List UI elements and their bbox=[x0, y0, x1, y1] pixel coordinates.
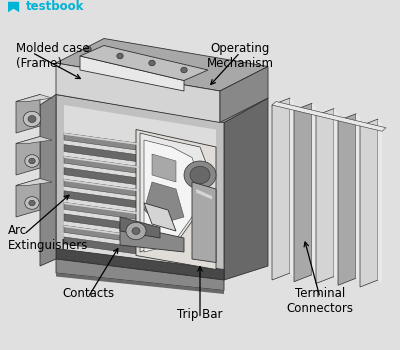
Polygon shape bbox=[56, 70, 268, 122]
Polygon shape bbox=[356, 114, 360, 282]
Polygon shape bbox=[80, 46, 208, 80]
Circle shape bbox=[23, 111, 41, 127]
Polygon shape bbox=[192, 182, 216, 262]
Polygon shape bbox=[56, 248, 224, 280]
Polygon shape bbox=[220, 66, 268, 122]
Polygon shape bbox=[316, 108, 334, 284]
Polygon shape bbox=[64, 202, 140, 220]
Circle shape bbox=[190, 166, 210, 184]
Text: testbook: testbook bbox=[26, 0, 84, 14]
Polygon shape bbox=[140, 133, 208, 252]
Polygon shape bbox=[16, 94, 52, 101]
Polygon shape bbox=[272, 98, 290, 280]
Polygon shape bbox=[144, 182, 184, 224]
Polygon shape bbox=[136, 130, 216, 270]
Polygon shape bbox=[56, 273, 224, 294]
Polygon shape bbox=[312, 103, 316, 278]
Circle shape bbox=[184, 161, 216, 189]
Text: Arc
Extinguishers: Arc Extinguishers bbox=[8, 224, 88, 252]
Polygon shape bbox=[152, 154, 176, 182]
Polygon shape bbox=[64, 225, 140, 238]
Polygon shape bbox=[8, 2, 19, 12]
Text: Contacts: Contacts bbox=[62, 287, 114, 300]
Polygon shape bbox=[16, 94, 40, 133]
Polygon shape bbox=[64, 168, 140, 185]
Polygon shape bbox=[64, 179, 140, 197]
Polygon shape bbox=[144, 140, 200, 252]
Polygon shape bbox=[272, 102, 386, 131]
Polygon shape bbox=[56, 259, 224, 290]
Polygon shape bbox=[196, 189, 212, 199]
Polygon shape bbox=[40, 94, 56, 266]
Polygon shape bbox=[64, 237, 140, 254]
Text: Molded case
(Frame): Molded case (Frame) bbox=[16, 42, 90, 70]
Polygon shape bbox=[120, 224, 184, 252]
Circle shape bbox=[149, 60, 155, 66]
Polygon shape bbox=[334, 108, 338, 280]
Polygon shape bbox=[224, 98, 268, 280]
Circle shape bbox=[25, 155, 39, 167]
Circle shape bbox=[29, 158, 35, 164]
Polygon shape bbox=[64, 133, 140, 150]
Circle shape bbox=[28, 116, 36, 122]
Polygon shape bbox=[64, 191, 140, 208]
Text: Operating
Mechanism: Operating Mechanism bbox=[206, 42, 274, 70]
Circle shape bbox=[132, 228, 140, 234]
Circle shape bbox=[85, 46, 91, 52]
Polygon shape bbox=[294, 103, 312, 282]
Polygon shape bbox=[64, 105, 216, 273]
Polygon shape bbox=[80, 56, 184, 91]
Circle shape bbox=[25, 197, 39, 209]
Polygon shape bbox=[360, 119, 378, 287]
Polygon shape bbox=[64, 156, 140, 174]
Polygon shape bbox=[56, 63, 220, 122]
Polygon shape bbox=[64, 214, 140, 231]
Text: Trip Bar: Trip Bar bbox=[177, 308, 223, 321]
Polygon shape bbox=[64, 225, 140, 243]
Polygon shape bbox=[16, 178, 52, 186]
Polygon shape bbox=[64, 133, 140, 145]
Polygon shape bbox=[338, 114, 356, 285]
Polygon shape bbox=[56, 94, 224, 280]
Polygon shape bbox=[64, 145, 140, 162]
Polygon shape bbox=[56, 38, 268, 91]
Circle shape bbox=[117, 53, 123, 59]
Circle shape bbox=[126, 222, 146, 240]
Polygon shape bbox=[144, 203, 176, 231]
Polygon shape bbox=[378, 119, 382, 284]
Polygon shape bbox=[64, 202, 140, 215]
Polygon shape bbox=[16, 136, 52, 144]
Polygon shape bbox=[290, 98, 294, 276]
Polygon shape bbox=[16, 136, 40, 175]
Circle shape bbox=[29, 200, 35, 206]
Polygon shape bbox=[16, 178, 40, 217]
Polygon shape bbox=[64, 179, 140, 191]
Text: Terminal
Connectors: Terminal Connectors bbox=[286, 287, 354, 315]
Polygon shape bbox=[120, 217, 160, 238]
Polygon shape bbox=[64, 156, 140, 168]
Circle shape bbox=[181, 67, 187, 73]
